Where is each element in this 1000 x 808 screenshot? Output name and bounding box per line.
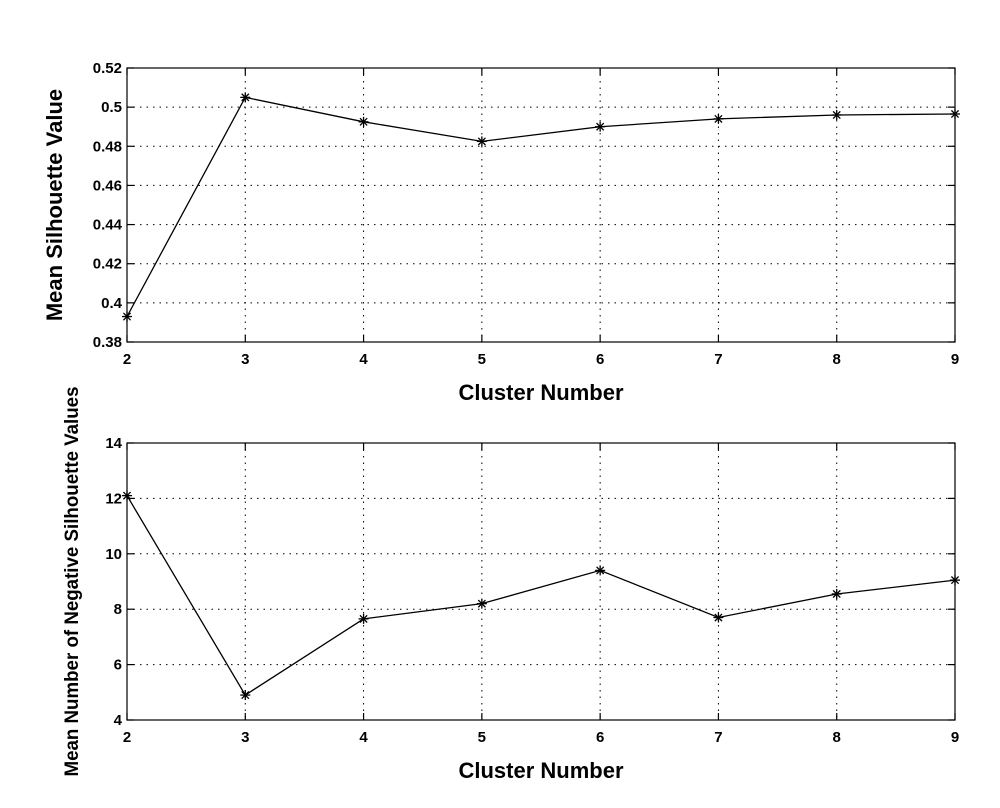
y-tick-label: 0.48 — [93, 138, 122, 155]
x-tick-label: 4 — [359, 729, 368, 746]
data-point — [950, 108, 960, 119]
y-tick-label: 0.38 — [93, 334, 122, 351]
data-point — [950, 575, 960, 586]
x-tick-label: 3 — [241, 351, 249, 368]
y-axis-label: Mean Silhouette Value — [42, 89, 67, 321]
data-point — [358, 116, 369, 127]
y-tick-label: 12 — [105, 490, 122, 507]
data-point — [122, 311, 132, 322]
x-tick-label: 9 — [951, 351, 959, 368]
x-tick-label: 9 — [951, 729, 959, 746]
y-tick-label: 6 — [114, 657, 122, 674]
y-tick-label: 0.44 — [93, 217, 123, 234]
y-axis-label: Mean Number of Negative Silhouette Value… — [62, 387, 83, 777]
y-tick-label: 0.4 — [101, 295, 123, 312]
x-tick-label: 5 — [478, 351, 486, 368]
data-point — [713, 612, 724, 623]
data-point — [122, 490, 132, 501]
data-point — [358, 613, 369, 624]
data-point — [831, 588, 842, 599]
x-tick-label: 7 — [714, 729, 722, 746]
plot-frame — [126, 67, 956, 343]
series-line — [126, 495, 956, 696]
x-tick-label: 6 — [596, 351, 604, 368]
y-tick-label: 14 — [105, 435, 122, 452]
data-point — [831, 109, 842, 120]
series-line — [126, 96, 956, 317]
data-point — [240, 92, 251, 103]
x-tick-label: 6 — [596, 729, 604, 746]
y-tick-label: 0.5 — [101, 99, 122, 116]
y-tick-label: 0.42 — [93, 256, 122, 273]
x-axis-label: Cluster Number — [458, 758, 623, 783]
x-tick-label: 4 — [359, 351, 368, 368]
y-tick-label: 4 — [114, 712, 123, 729]
silhouette-value-chart: 2 3 4 5 6 7 8 9 0.38 0.4 0.42 0.44 0.46 0.48 0.5 0.52 Cl… — [42, 60, 960, 405]
data-point — [595, 121, 606, 132]
x-tick-label: 5 — [478, 729, 486, 746]
y-tick-label: 8 — [114, 601, 122, 618]
x-tick-label: 8 — [833, 351, 841, 368]
data-point — [476, 598, 487, 609]
x-tick-label: 2 — [123, 351, 131, 368]
data-point — [595, 565, 606, 576]
y-tick-label: 0.46 — [93, 177, 122, 194]
data-point — [240, 690, 251, 701]
plot-frame — [126, 442, 956, 721]
x-tick-label: 3 — [241, 729, 249, 746]
x-tick-label: 8 — [833, 729, 841, 746]
negative-silhouette-chart: 2 3 4 5 6 7 8 9 4 6 8 10 12 14 Cluster Number Mean Numb… — [62, 387, 960, 783]
x-tick-label: 7 — [714, 351, 722, 368]
y-tick-label: 0.52 — [93, 60, 122, 77]
x-axis-label: Cluster Number — [458, 380, 623, 405]
y-tick-label: 10 — [105, 546, 122, 563]
data-point — [476, 136, 487, 147]
x-tick-label: 2 — [123, 729, 131, 746]
data-point — [713, 113, 724, 124]
